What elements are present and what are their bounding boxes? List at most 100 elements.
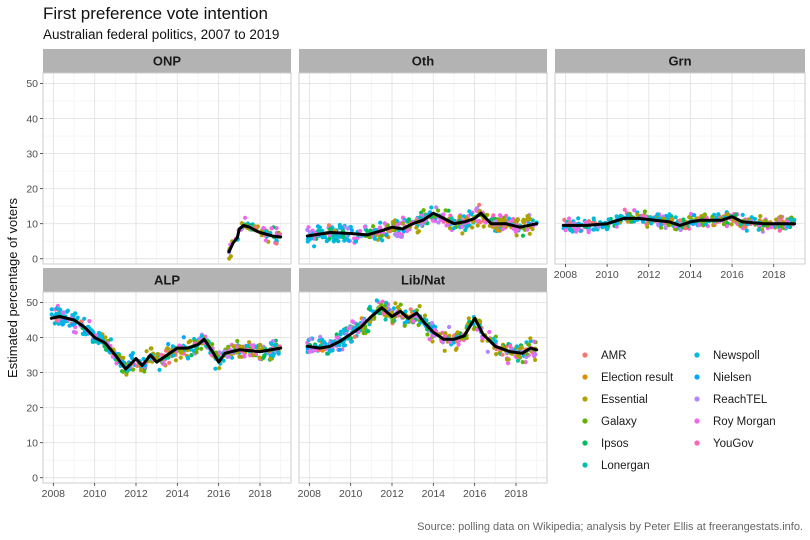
- poll-point: [442, 348, 447, 353]
- poll-point: [475, 219, 480, 224]
- poll-point: [527, 231, 532, 236]
- y-tick-label: 30: [26, 367, 38, 379]
- caption: Source: polling data on Wikipedia; analy…: [417, 521, 803, 533]
- poll-point: [326, 223, 332, 228]
- poll-point: [481, 224, 486, 229]
- poll-point: [272, 343, 278, 348]
- poll-point: [417, 304, 422, 309]
- poll-point: [366, 329, 371, 334]
- poll-point: [258, 342, 263, 347]
- poll-point: [673, 215, 678, 220]
- poll-point: [234, 344, 239, 349]
- poll-point: [527, 216, 533, 221]
- poll-point: [459, 224, 465, 229]
- poll-point: [103, 335, 108, 340]
- poll-point: [170, 344, 175, 349]
- x-tick-label: 2016: [207, 488, 231, 500]
- poll-point: [487, 329, 492, 335]
- poll-points: [49, 303, 282, 377]
- poll-point: [368, 319, 373, 324]
- poll-point: [511, 226, 516, 231]
- poll-point: [58, 307, 63, 312]
- poll-point: [725, 212, 730, 217]
- poll-point: [366, 306, 371, 311]
- poll-point: [792, 218, 797, 223]
- legend-label: Nielsen: [713, 372, 751, 384]
- poll-point: [167, 360, 172, 365]
- poll-point: [129, 353, 134, 358]
- poll-point: [591, 227, 597, 232]
- poll-point: [177, 343, 182, 348]
- poll-point: [96, 330, 102, 336]
- poll-point: [331, 239, 336, 244]
- poll-point: [455, 330, 460, 335]
- poll-point: [530, 227, 535, 232]
- poll-point: [477, 202, 482, 207]
- legend-item: YouGov: [694, 438, 754, 450]
- poll-point: [663, 225, 668, 230]
- legend-item: AMR: [582, 350, 627, 362]
- facet-oth: Oth: [298, 49, 548, 265]
- legend-label: Essential: [601, 394, 648, 406]
- poll-point: [758, 214, 763, 219]
- poll-point: [336, 239, 341, 244]
- poll-point: [121, 355, 126, 360]
- poll-point: [642, 209, 648, 214]
- y-tick-label: 20: [26, 402, 38, 414]
- x-tick-label: 2012: [124, 488, 148, 500]
- poll-point: [460, 231, 465, 236]
- poll-point: [442, 334, 447, 339]
- panel-border: [554, 72, 806, 265]
- poll-point: [75, 315, 80, 320]
- poll-point: [384, 300, 389, 305]
- poll-point: [498, 214, 503, 219]
- x-tick-label: 2018: [504, 488, 528, 500]
- poll-point: [786, 224, 791, 229]
- poll-point: [144, 349, 149, 354]
- poll-point: [788, 216, 793, 222]
- x-tick-label: 2018: [762, 269, 786, 281]
- poll-point: [73, 325, 78, 330]
- y-tick-label: 10: [26, 437, 38, 449]
- poll-point: [213, 366, 218, 371]
- facet-strip: [43, 49, 291, 73]
- poll-point: [520, 233, 526, 238]
- poll-point: [227, 256, 232, 261]
- legend-key: [582, 374, 588, 380]
- trend-line: [305, 306, 539, 355]
- poll-point: [86, 324, 91, 329]
- facet-strip-label: Lib/Nat: [401, 273, 446, 288]
- poll-point: [568, 220, 573, 225]
- panel-border: [298, 72, 548, 265]
- poll-point: [337, 222, 342, 228]
- poll-point: [480, 336, 485, 341]
- poll-point: [141, 356, 146, 362]
- poll-point: [402, 323, 407, 328]
- poll-point: [121, 369, 126, 374]
- poll-point: [395, 234, 400, 239]
- poll-point: [358, 228, 363, 234]
- poll-point: [374, 298, 379, 303]
- poll-point: [274, 241, 279, 246]
- poll-point: [421, 208, 426, 213]
- poll-point: [185, 355, 191, 360]
- facet-strip-label: Grn: [668, 54, 691, 69]
- poll-point: [403, 320, 408, 325]
- facet-onp: ONP 0 10 20 30 40 50: [26, 49, 292, 265]
- poll-point: [221, 358, 226, 363]
- poll-point: [308, 336, 313, 342]
- poll-point: [641, 219, 646, 224]
- y-tick-label: 50: [26, 297, 38, 309]
- poll-point: [248, 353, 253, 358]
- poll-point: [165, 346, 170, 351]
- poll-point: [322, 235, 328, 240]
- poll-point: [514, 344, 520, 349]
- x-tick-label: 2008: [554, 269, 578, 281]
- poll-point: [422, 313, 428, 318]
- x-tick-label: 2008: [298, 488, 322, 500]
- poll-point: [382, 221, 387, 226]
- poll-point: [130, 367, 136, 372]
- legend-label: AMR: [601, 350, 627, 362]
- poll-point: [189, 353, 194, 358]
